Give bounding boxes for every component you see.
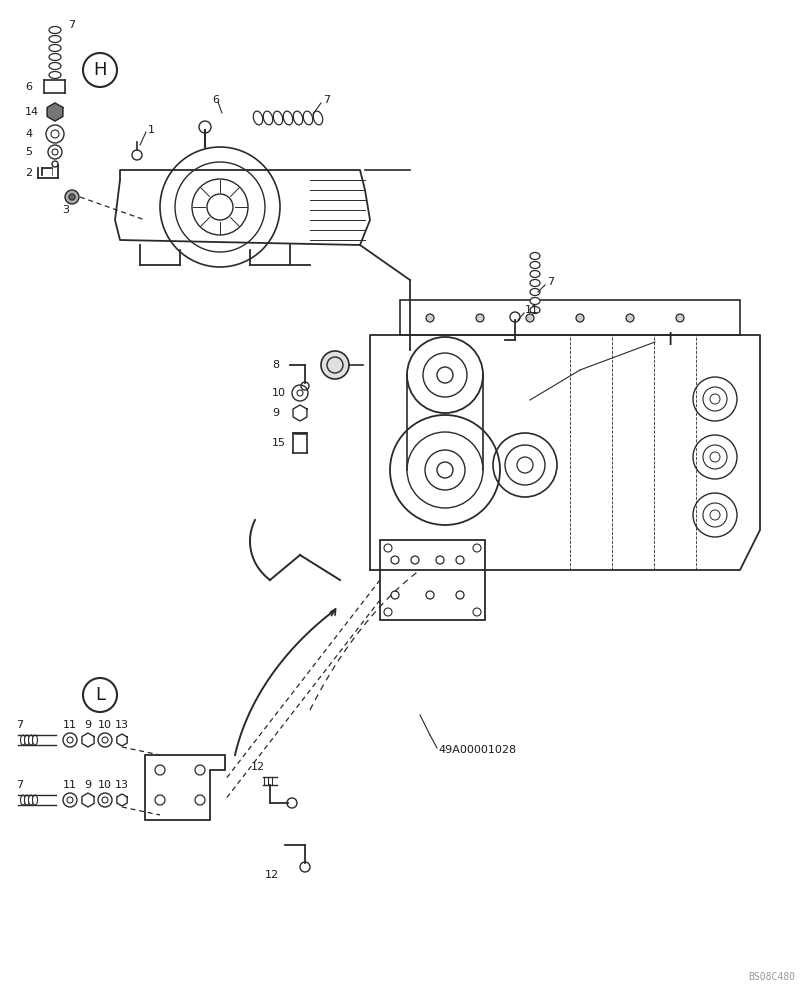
Text: 4: 4: [25, 129, 32, 139]
Ellipse shape: [530, 261, 539, 268]
Text: 7: 7: [68, 20, 75, 30]
Ellipse shape: [49, 27, 61, 34]
Text: 14: 14: [25, 107, 39, 117]
Text: 11: 11: [63, 780, 77, 790]
Text: 6: 6: [25, 82, 32, 92]
Text: 9: 9: [84, 720, 92, 730]
Ellipse shape: [530, 252, 539, 259]
Ellipse shape: [49, 45, 61, 52]
Circle shape: [475, 314, 483, 322]
Ellipse shape: [20, 735, 25, 745]
Ellipse shape: [24, 795, 29, 805]
Ellipse shape: [530, 306, 539, 314]
Ellipse shape: [530, 288, 539, 296]
Text: 5: 5: [25, 147, 32, 157]
Text: 6: 6: [212, 95, 219, 105]
Ellipse shape: [49, 72, 61, 79]
Text: 10: 10: [272, 388, 285, 398]
Text: 12: 12: [264, 870, 279, 880]
Ellipse shape: [49, 54, 61, 61]
Ellipse shape: [32, 795, 37, 805]
Text: 10: 10: [98, 720, 112, 730]
Text: I: I: [667, 331, 672, 349]
Text: 12: 12: [251, 762, 264, 772]
Text: L: L: [95, 686, 105, 704]
Text: H: H: [93, 61, 106, 79]
Text: BS08C480: BS08C480: [747, 972, 794, 982]
Circle shape: [625, 314, 633, 322]
Ellipse shape: [49, 63, 61, 70]
Ellipse shape: [28, 795, 33, 805]
Polygon shape: [380, 540, 484, 620]
Ellipse shape: [273, 111, 282, 125]
Ellipse shape: [313, 111, 322, 125]
Polygon shape: [115, 170, 370, 245]
Text: 11: 11: [63, 720, 77, 730]
Text: 11: 11: [525, 305, 539, 315]
Text: 2: 2: [25, 168, 32, 178]
Ellipse shape: [253, 111, 263, 125]
Text: 13: 13: [115, 720, 129, 730]
Polygon shape: [400, 300, 739, 335]
Ellipse shape: [20, 795, 25, 805]
Ellipse shape: [283, 111, 292, 125]
Circle shape: [69, 194, 75, 200]
Ellipse shape: [49, 36, 61, 43]
Polygon shape: [370, 335, 759, 570]
Circle shape: [320, 351, 349, 379]
Text: 3: 3: [62, 205, 69, 215]
Ellipse shape: [28, 735, 33, 745]
Ellipse shape: [293, 111, 303, 125]
Ellipse shape: [530, 270, 539, 277]
Ellipse shape: [530, 298, 539, 304]
Text: 15: 15: [272, 438, 285, 448]
Circle shape: [676, 314, 683, 322]
Circle shape: [575, 314, 583, 322]
Text: 9: 9: [272, 408, 279, 418]
Circle shape: [526, 314, 534, 322]
Circle shape: [426, 314, 433, 322]
Text: 7: 7: [16, 720, 24, 730]
Text: 10: 10: [98, 780, 112, 790]
Text: 7: 7: [323, 95, 330, 105]
Text: 8: 8: [272, 360, 279, 370]
Ellipse shape: [530, 279, 539, 286]
Polygon shape: [145, 755, 225, 820]
Text: 1: 1: [148, 125, 155, 135]
Text: 7: 7: [16, 780, 24, 790]
Text: 9: 9: [84, 780, 92, 790]
Polygon shape: [47, 103, 62, 121]
Ellipse shape: [24, 735, 29, 745]
Text: 49A00001028: 49A00001028: [437, 745, 516, 755]
Circle shape: [65, 190, 79, 204]
Text: 13: 13: [115, 780, 129, 790]
Ellipse shape: [263, 111, 272, 125]
Ellipse shape: [303, 111, 312, 125]
Text: 7: 7: [547, 277, 553, 287]
Ellipse shape: [32, 735, 37, 745]
